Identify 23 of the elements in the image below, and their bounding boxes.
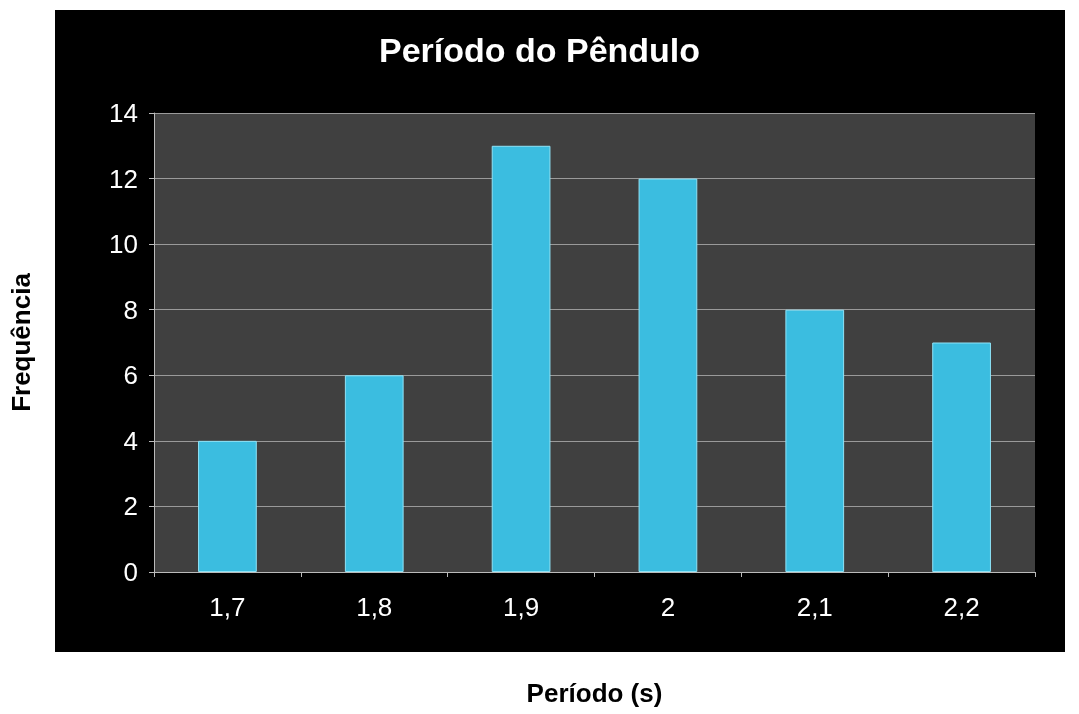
chart-title: Período do Pêndulo xyxy=(378,31,701,69)
x-tick-label: 2,1 xyxy=(796,592,833,622)
bar xyxy=(638,178,698,572)
x-tick-label: 2,2 xyxy=(943,592,980,622)
y-tick-label: 2 xyxy=(123,491,138,522)
bar xyxy=(198,440,257,572)
y-tick-label: 10 xyxy=(109,229,138,260)
x-tick-label: 1,9 xyxy=(503,592,540,622)
y-tick-label: 0 xyxy=(123,557,138,587)
y-tick-label: 14 xyxy=(109,98,138,128)
x-tick-label: 2 xyxy=(660,592,676,622)
bar xyxy=(344,375,404,572)
x-tick-label: 1,8 xyxy=(356,592,393,622)
y-tick-label: 4 xyxy=(123,425,138,456)
x-axis-title: Período (s) xyxy=(526,678,663,708)
y-tick-label: 8 xyxy=(123,294,138,325)
y-tick-label: 12 xyxy=(109,163,138,194)
x-tick-label: 1,7 xyxy=(209,592,246,622)
bar xyxy=(932,342,991,572)
y-axis-title: Frequência xyxy=(6,272,36,412)
bar xyxy=(491,145,551,572)
y-tick-label: 6 xyxy=(123,360,138,391)
bar xyxy=(785,309,845,572)
